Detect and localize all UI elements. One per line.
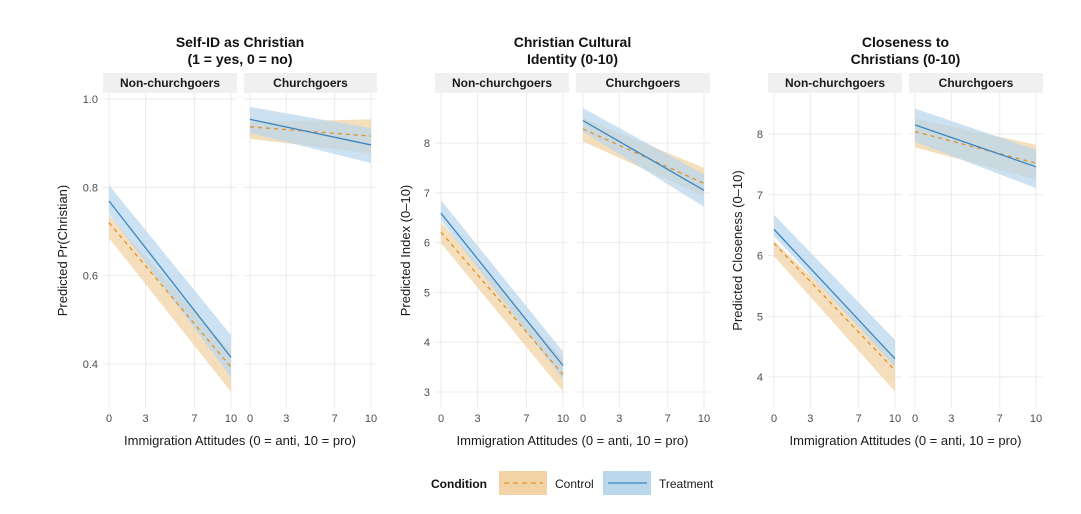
ci-band-control (109, 215, 231, 392)
fit-line-treatment (440, 212, 564, 367)
y-axis-label: Predicted Pr(Christian) (55, 185, 70, 317)
facet-strip-label: Non-churchgoers (452, 76, 552, 90)
y-tick-label: 4 (424, 337, 430, 349)
legend-label-treatment: Treatment (659, 477, 714, 491)
fit-line-treatment (108, 200, 232, 358)
x-tick-label: 7 (856, 413, 862, 425)
x-tick-label: 3 (616, 413, 622, 425)
facet-strip (576, 73, 710, 93)
y-tick-label: 7 (757, 190, 763, 202)
x-tick-label: 7 (523, 413, 529, 425)
x-tick-label: 10 (889, 413, 901, 425)
x-tick-label: 0 (912, 413, 918, 425)
ci-band-treatment (109, 185, 231, 378)
ci-band-treatment (774, 214, 895, 367)
fit-line-treatment (249, 118, 372, 146)
facet-strip (103, 73, 237, 93)
x-tick-label: 0 (438, 413, 444, 425)
ci-band-treatment (250, 106, 371, 164)
x-tick-label: 3 (143, 413, 149, 425)
y-tick-label: 8 (757, 129, 763, 141)
legend: Condition Control Treatment (431, 471, 714, 495)
facet-churchgoers: Churchgoers 0 3 7 10 (576, 73, 710, 425)
y-tick-label: 4 (757, 372, 763, 384)
y-tick-label: 5 (757, 311, 763, 323)
y-tick-label: 0.4 (83, 359, 98, 371)
x-axis-label: Immigration Attitudes (0 = anti, 10 = pr… (124, 433, 356, 448)
facet-churchgoers: Churchgoers 0 3 7 10 (909, 73, 1043, 425)
y-tick-label: 7 (424, 188, 430, 200)
x-tick-label: 7 (332, 413, 338, 425)
facet-non-churchgoers: Non-churchgoers 0 3 7 10 (768, 73, 902, 425)
x-tick-label: 3 (948, 413, 954, 425)
x-axis-label: Immigration Attitudes (0 = anti, 10 = pr… (790, 433, 1022, 448)
y-tick-label: 5 (424, 287, 430, 299)
x-tick-label: 0 (106, 413, 112, 425)
x-tick-label: 10 (225, 413, 237, 425)
y-axis-label: Predicted Closeness (0–10) (730, 170, 745, 330)
y-tick-label: 8 (424, 138, 430, 150)
facet-strip-label: Non-churchgoers (785, 76, 885, 90)
facet-strip (435, 73, 569, 93)
y-tick-label: 0.6 (83, 271, 98, 283)
fit-line-control (773, 242, 896, 371)
facet-churchgoers: Churchgoers 0 3 7 10 (244, 73, 377, 425)
legend-item-treatment: Treatment (603, 471, 714, 495)
x-tick-label: 10 (698, 413, 710, 425)
facet-non-churchgoers: Non-churchgoers 0 3 7 10 (435, 73, 569, 425)
panel-title-line: Christian Cultural (514, 34, 631, 50)
y-axis-label: Predicted Index (0–10) (398, 185, 413, 317)
facet-strip (909, 73, 1043, 93)
x-tick-label: 7 (997, 413, 1003, 425)
panel-title-line: Christians (0-10) (851, 51, 961, 67)
x-tick-label: 3 (475, 413, 481, 425)
facet-strip-label: Non-churchgoers (120, 76, 220, 90)
y-tick-label: 6 (757, 251, 763, 263)
facet-strip (768, 73, 902, 93)
x-tick-label: 3 (283, 413, 289, 425)
fit-line-treatment (914, 124, 1037, 168)
facet-non-churchgoers: Non-churchgoers 0 3 7 10 (103, 73, 237, 425)
panel-title-line: Self-ID as Christian (176, 34, 304, 50)
ci-band-treatment (583, 108, 704, 207)
fit-line-control (914, 130, 1037, 164)
panel-title-line: Closeness to (862, 34, 949, 50)
ci-band-treatment (915, 108, 1036, 189)
facet-strip-label: Churchgoers (939, 76, 1014, 90)
legend-item-control: Control (499, 471, 594, 495)
facet-strip-label: Churchgoers (606, 76, 681, 90)
x-tick-label: 7 (191, 413, 197, 425)
x-tick-label: 0 (771, 413, 777, 425)
y-tick-label: 0.8 (83, 182, 98, 194)
fit-line-treatment (773, 228, 896, 360)
panel-title-line: (1 = yes, 0 = no) (187, 51, 292, 67)
x-tick-label: 10 (365, 413, 377, 425)
ci-band-control (441, 222, 563, 392)
facet-strip (244, 73, 377, 93)
x-tick-label: 7 (665, 413, 671, 425)
x-tick-label: 0 (247, 413, 253, 425)
x-tick-label: 10 (1030, 413, 1042, 425)
x-axis-label: Immigration Attitudes (0 = anti, 10 = pr… (457, 433, 689, 448)
y-tick-label: 6 (424, 238, 430, 250)
y-tick-label: 3 (424, 387, 430, 399)
legend-title: Condition (431, 477, 487, 491)
facet-strip-label: Churchgoers (273, 76, 348, 90)
ci-band-control (774, 240, 895, 392)
x-tick-label: 3 (807, 413, 813, 425)
legend-label-control: Control (555, 477, 594, 491)
fit-line-treatment (582, 120, 705, 191)
y-tick-label: 1.0 (83, 94, 98, 106)
panel-title-line: Identity (0-10) (527, 51, 618, 67)
x-tick-label: 0 (580, 413, 586, 425)
panel-1: Self-ID as Christian(1 = yes, 0 = no) Pre… (55, 34, 377, 448)
x-tick-label: 10 (557, 413, 569, 425)
panels: Self-ID as Christian(1 = yes, 0 = no) Pre… (55, 34, 1043, 448)
